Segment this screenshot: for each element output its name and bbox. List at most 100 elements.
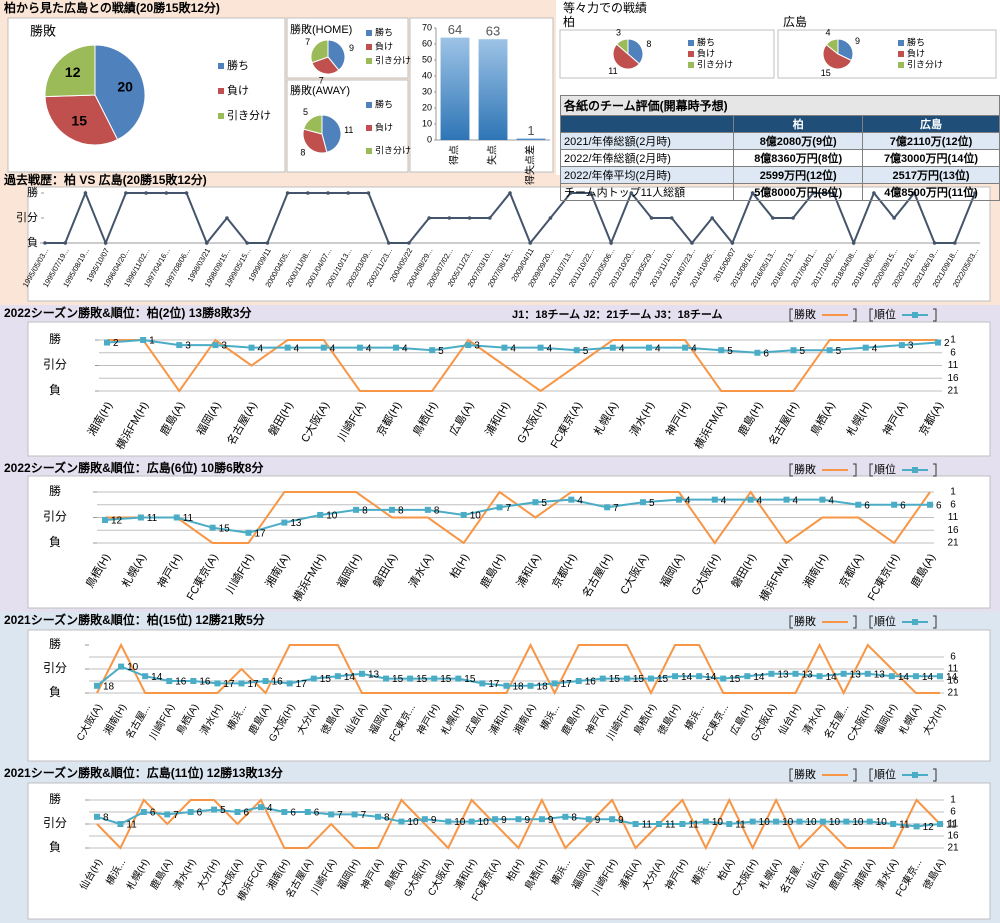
y-tick-label: 勝 xyxy=(49,331,61,346)
rank-label: 10 xyxy=(454,817,466,828)
rank-marker xyxy=(424,506,431,513)
rank-marker xyxy=(726,821,733,827)
y2-tick-label: 16 xyxy=(947,373,959,384)
rank-label: 13 xyxy=(874,669,886,680)
result-point xyxy=(508,191,512,195)
rank-label: 13 xyxy=(368,669,380,680)
rank-marker xyxy=(212,342,219,349)
rank-label: 4 xyxy=(721,495,727,506)
legend-swatch xyxy=(366,30,372,36)
rank-label: 9 xyxy=(431,815,437,826)
rank-marker xyxy=(711,496,718,503)
legend-label: 引き分け xyxy=(227,108,271,122)
rank-marker xyxy=(137,514,144,521)
rank-label: 7 xyxy=(337,810,343,821)
rank-marker xyxy=(672,673,679,680)
rank-marker xyxy=(320,344,327,351)
legend-swatch xyxy=(366,58,372,64)
rank-label: 2 xyxy=(113,338,119,349)
rank-label: 9 xyxy=(618,815,624,826)
rank-label: 6 xyxy=(936,500,942,511)
legend-label: 順位 xyxy=(874,307,896,321)
legend-swatch xyxy=(366,125,372,131)
y2-tick-label: 11 xyxy=(948,360,959,371)
chart-title: 勝敗(HOME) xyxy=(290,22,352,36)
result-point xyxy=(225,216,229,220)
rank-label: 4 xyxy=(655,343,661,354)
rank-marker xyxy=(891,501,898,508)
rank-label: 16 xyxy=(175,677,187,688)
result-point xyxy=(730,241,735,245)
rank-label: 4 xyxy=(793,495,799,506)
rank-marker xyxy=(645,344,652,351)
rank-label: 17 xyxy=(248,679,260,690)
todoroki-title: 等々力での戦績 xyxy=(563,1,647,15)
box xyxy=(27,186,991,302)
y2-tick-label: 21 xyxy=(947,538,959,549)
chart-title: 過去戦歴：柏 VS 広島(20勝15敗12分) xyxy=(3,172,207,187)
rank-marker xyxy=(407,675,414,682)
legend-bracket xyxy=(789,768,793,782)
rank-marker xyxy=(790,347,797,354)
slice-label: 15 xyxy=(821,68,831,78)
y2-tick-label: 16 xyxy=(947,831,959,842)
rank-marker xyxy=(388,506,395,513)
rank-label: 10 xyxy=(829,817,841,828)
legend-marker xyxy=(912,312,918,318)
result-point xyxy=(265,241,270,245)
rank-marker xyxy=(102,517,108,524)
rank-marker xyxy=(234,809,241,815)
rank-label: 10 xyxy=(759,817,771,828)
pie-slice xyxy=(303,114,323,135)
result-point xyxy=(184,191,189,195)
rank-label: 13 xyxy=(290,518,302,529)
rank-marker xyxy=(575,678,582,684)
rank-label: 5 xyxy=(649,498,655,509)
value-label: 1 xyxy=(527,123,534,138)
rank-marker xyxy=(190,678,197,684)
rank-label: 10 xyxy=(712,817,724,828)
rank-marker xyxy=(532,499,539,506)
y-tick-label: 勝 xyxy=(49,791,61,806)
rank-marker xyxy=(94,813,100,820)
y-tick-label: 引分 xyxy=(43,510,67,524)
rank-marker xyxy=(515,816,522,823)
rank-label: 5 xyxy=(541,498,547,509)
rank-label: 10 xyxy=(852,817,864,828)
rank-marker xyxy=(792,670,799,677)
rank-marker xyxy=(632,821,639,827)
rank-marker xyxy=(118,663,125,670)
table-cell: 8億2080万(9位) xyxy=(733,132,864,150)
x-tick-label: 失点 xyxy=(486,145,499,165)
legend-swatch xyxy=(218,113,224,119)
chart-title: 柏 xyxy=(563,14,575,29)
pie-slice xyxy=(44,94,119,146)
legend-bracket xyxy=(853,615,857,629)
rank-label: 11 xyxy=(642,820,653,831)
rank-marker xyxy=(358,670,365,677)
rank-label: 2 xyxy=(944,338,950,349)
rank-label: 14 xyxy=(705,672,717,683)
rank-label: 15 xyxy=(392,674,404,685)
rank-label: 18 xyxy=(537,681,549,692)
rank-label: 7 xyxy=(506,503,512,514)
legend-label: 負け xyxy=(375,121,393,132)
rank-label: 14 xyxy=(681,672,693,683)
rank-label: 15 xyxy=(633,674,645,685)
rank-label: 15 xyxy=(657,674,669,685)
rank-label: 12 xyxy=(923,822,935,833)
rank-label: 10 xyxy=(478,817,490,828)
legend-label: 勝ち xyxy=(227,58,249,72)
legend-bracket xyxy=(789,463,793,477)
rank-marker xyxy=(609,344,616,351)
rank-label: 4 xyxy=(267,803,273,814)
legend-label: 引き分け xyxy=(375,55,411,65)
rank-label: 6 xyxy=(197,808,203,819)
rank-marker xyxy=(702,818,709,825)
rank-marker xyxy=(599,675,606,682)
y2-tick-label: 6 xyxy=(950,807,956,818)
legend-bracket xyxy=(789,615,793,629)
legend-label: 順位 xyxy=(874,614,896,628)
